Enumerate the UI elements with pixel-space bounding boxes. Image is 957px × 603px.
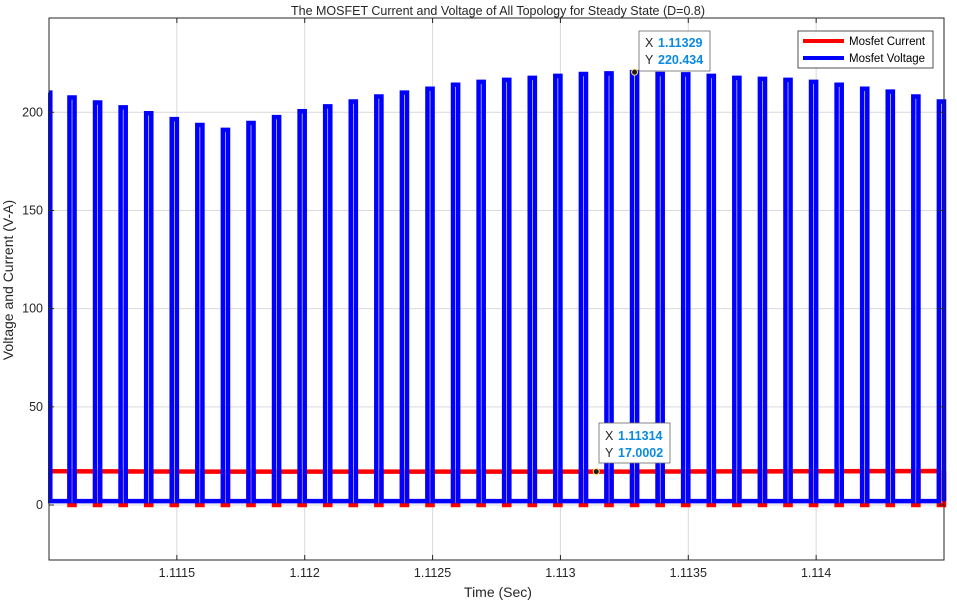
plot-frame [48, 17, 945, 561]
datatip-y-label: Y [605, 446, 614, 460]
x-tick-label: 1.1135 [670, 566, 707, 580]
datatip-y-label: Y [645, 53, 654, 67]
datatip-marker [631, 68, 639, 76]
datatip-y-value: 220.434 [658, 53, 703, 67]
x-tick-label: 1.112 [290, 566, 320, 580]
y-tick-label: 100 [22, 302, 43, 316]
y-tick-label: 0 [36, 498, 43, 512]
datatip-box [638, 30, 711, 72]
datatip-box [598, 422, 671, 464]
datatip-x-value: 1.11329 [658, 36, 703, 50]
series-layer [48, 69, 947, 508]
datatip-x-value: 1.11314 [618, 429, 663, 443]
x-tick-label: 1.114 [801, 566, 831, 580]
datatip-voltage-peak[interactable]: X 1.11329 Y 220.434 [631, 30, 711, 76]
legend-box [797, 30, 934, 69]
datatip-marker [592, 468, 600, 476]
x-tick-label: 1.1115 [159, 566, 195, 580]
x-axis-ticks: 1.1115 1.112 1.1125 1.113 1.1135 1.114 [159, 18, 831, 580]
x-tick-label: 1.1125 [414, 566, 451, 580]
x-tick-label: 1.113 [545, 566, 575, 580]
x-axis-label: Time (Sec) [464, 584, 532, 600]
datatip-current-plateau[interactable]: X 1.11314 Y 17.0002 [592, 422, 671, 476]
y-tick-label: 50 [29, 400, 43, 414]
datatip-x-label: X [605, 429, 614, 443]
y-tick-label: 200 [22, 105, 43, 119]
datatip-y-value: 17.0002 [618, 446, 663, 460]
y-tick-label: 150 [22, 203, 43, 217]
datatip-x-label: X [645, 36, 654, 50]
y-axis-ticks: 0 50 100 150 200 [22, 105, 944, 512]
legend-entry-mosfet-voltage: Mosfet Voltage [849, 53, 925, 65]
y-axis-label: Voltage and Current (V-A) [0, 200, 16, 360]
chart-title: The MOSFET Current and Voltage of All To… [291, 4, 705, 18]
legend-entry-mosfet-current: Mosfet Current [849, 36, 926, 48]
series-line-mosfet-voltage [48, 69, 947, 504]
legend[interactable]: Mosfet Current Mosfet Voltage [797, 30, 934, 69]
